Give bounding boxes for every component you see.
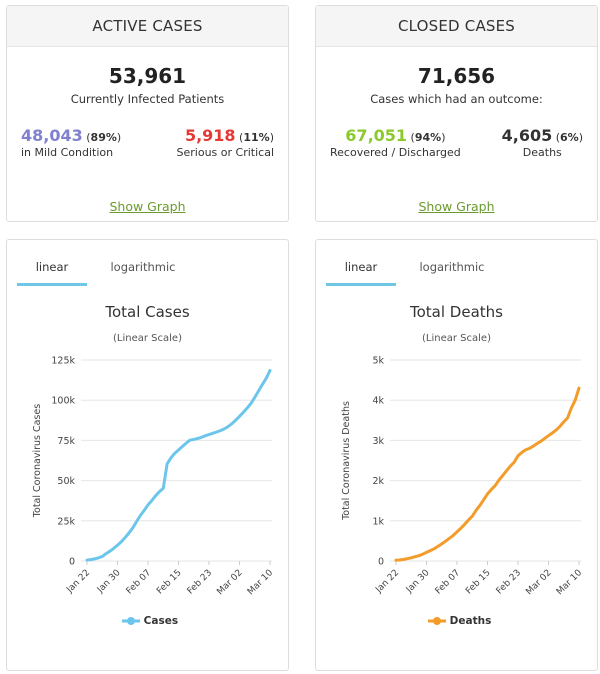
- y-tick-label: 5k: [372, 356, 384, 367]
- x-tick-label: Feb 15: [155, 568, 183, 596]
- tab-linear[interactable]: linear: [344, 260, 378, 274]
- y-tick-label: 2k: [372, 476, 384, 487]
- total-cases-chart-card: linear logarithmic Total Cases (Linear S…: [6, 239, 289, 671]
- legend-cases[interactable]: Cases: [122, 615, 178, 627]
- closed-show-graph-link[interactable]: Show Graph: [418, 199, 495, 214]
- mild-pct: 89%: [90, 131, 117, 144]
- y-tick-label: 75k: [57, 436, 75, 447]
- tab-linear-underline: [326, 283, 396, 286]
- legend-deaths-marker: [428, 617, 446, 625]
- y-tick-label: 50k: [57, 476, 75, 487]
- closed-cases-total: 71,656: [417, 64, 496, 88]
- deaths-pct: 6%: [560, 131, 579, 144]
- serious-stat: 5,918 (11%) Serious or Critical: [176, 126, 274, 159]
- y-tick-label: 3k: [372, 436, 384, 447]
- x-tick-label: Jan 22: [373, 568, 401, 596]
- tab-linear-underline: [17, 283, 87, 286]
- series-line-deaths: [394, 386, 581, 562]
- chart-subtitle: (Linear Scale): [113, 333, 182, 344]
- recovered-value: 67,051: [345, 126, 408, 145]
- recovered-stat: 67,051 (94%) Recovered / Discharged: [330, 126, 461, 159]
- legend-cases-marker: [122, 617, 140, 625]
- y-tick-label: 125k: [51, 356, 75, 367]
- legend-cases-label: Cases: [143, 615, 179, 627]
- y-tick-label: 4k: [372, 396, 384, 407]
- tab-linear[interactable]: linear: [35, 260, 69, 274]
- x-tick-label: Feb 23: [186, 568, 214, 596]
- chart-title: Total Deaths: [410, 303, 503, 321]
- deaths-label: Deaths: [522, 146, 562, 159]
- x-tick-label: Jan 22: [64, 568, 92, 596]
- serious-label: Serious or Critical: [176, 146, 274, 159]
- y-axis-label: Total Coronavirus Deaths: [341, 401, 352, 521]
- closed-cases-total-label: Cases which had an outcome:: [370, 92, 543, 106]
- total-deaths-chart: 0 1k 2k 3k 4k 5k Total Coronavirus Deaths Jan 2…: [341, 356, 584, 598]
- tab-logarithmic[interactable]: logarithmic: [419, 260, 485, 274]
- x-tick-label: Mar 10: [246, 568, 275, 597]
- active-cases-title: ACTIVE CASES: [7, 6, 288, 47]
- closed-cases-title: CLOSED CASES: [316, 6, 597, 47]
- x-tick-label: Feb 07: [434, 568, 462, 596]
- recovered-pct: 94%: [414, 131, 442, 144]
- y-axis-label: Total Coronavirus Cases: [32, 404, 43, 518]
- total-deaths-chart-card: linear logarithmic Total Deaths (Linear …: [315, 239, 598, 671]
- y-tick-label: 0: [69, 557, 75, 568]
- y-tick-label: 1k: [372, 516, 384, 527]
- y-tick-label: 100k: [51, 396, 75, 407]
- legend-deaths-label: Deaths: [449, 615, 492, 627]
- x-tick-label: Feb 23: [495, 568, 523, 596]
- x-tick-label: Feb 15: [464, 568, 492, 596]
- serious-value: 5,918: [184, 126, 236, 145]
- deaths-value: 4,605: [501, 126, 553, 145]
- x-tick-label: Feb 07: [125, 568, 153, 596]
- tab-logarithmic[interactable]: logarithmic: [110, 260, 176, 274]
- x-tick-label: Jan 30: [404, 568, 432, 596]
- closed-cases-card: CLOSED CASES 71,656 Cases which had an o…: [315, 5, 598, 222]
- series-line-cases: [85, 369, 272, 562]
- y-tick-label: 0: [378, 557, 384, 568]
- active-cases-total: 53,961: [108, 64, 187, 88]
- chart-subtitle: (Linear Scale): [422, 333, 491, 344]
- mild-label: in Mild Condition: [21, 146, 114, 159]
- mild-stat: 48,043 (89%) in Mild Condition: [21, 126, 122, 159]
- y-tick-label: 25k: [57, 516, 75, 527]
- x-tick-label: Mar 02: [524, 568, 553, 597]
- active-cases-total-label: Currently Infected Patients: [70, 92, 225, 106]
- mild-value: 48,043: [21, 126, 83, 145]
- serious-pct: 11%: [243, 131, 270, 144]
- active-show-graph-link[interactable]: Show Graph: [109, 199, 186, 214]
- x-tick-label: Mar 02: [215, 568, 244, 597]
- x-tick-label: Jan 30: [95, 568, 123, 596]
- x-tick-label: Mar 10: [555, 568, 584, 597]
- legend-deaths[interactable]: Deaths: [428, 615, 491, 627]
- deaths-stat: 4,605 (6%) Deaths: [501, 126, 583, 159]
- active-cases-card: ACTIVE CASES 53,961 Currently Infected P…: [6, 5, 289, 222]
- recovered-label: Recovered / Discharged: [330, 146, 461, 159]
- total-cases-chart: 0 25k 50k 75k 100k 125k Total Coronavirus Case…: [32, 356, 275, 598]
- chart-title: Total Cases: [105, 303, 190, 321]
